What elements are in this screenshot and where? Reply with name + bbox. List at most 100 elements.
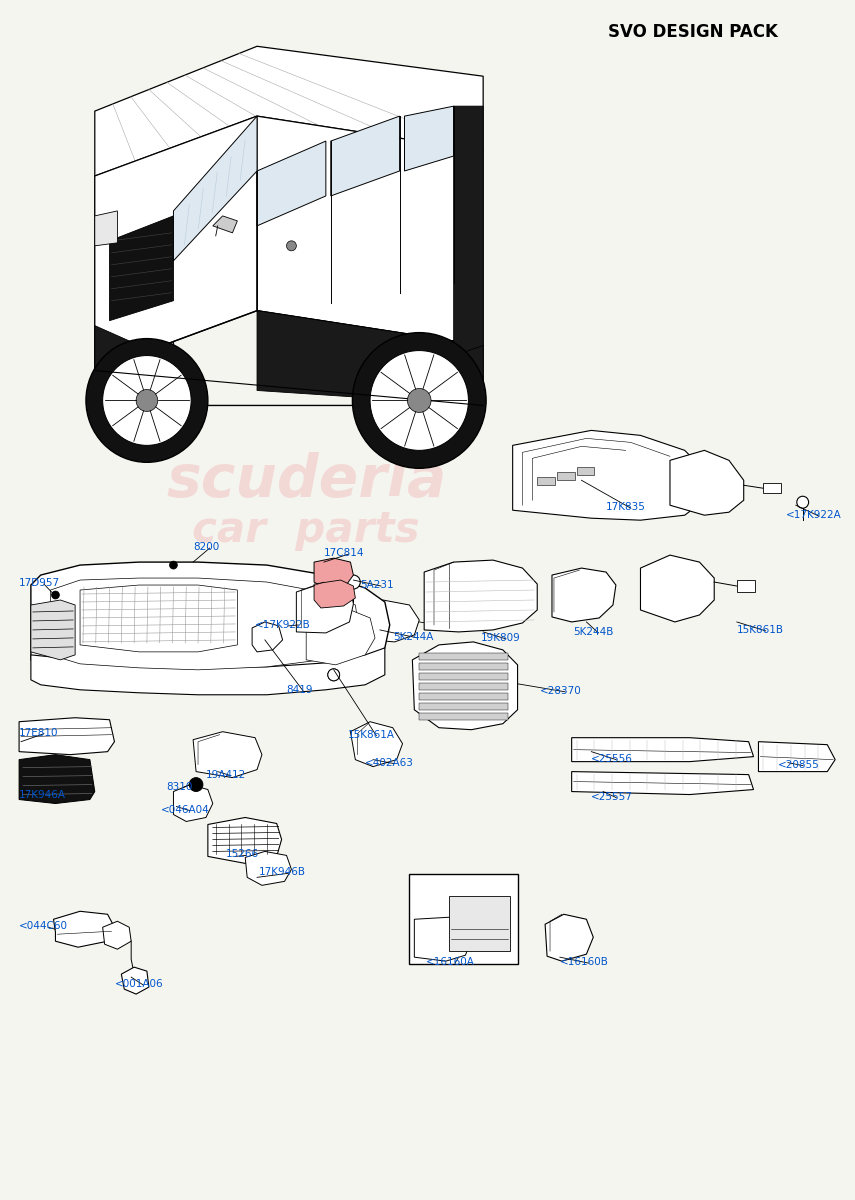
Bar: [410, 875, 517, 964]
Polygon shape: [314, 558, 353, 590]
Bar: [419, 662, 508, 670]
Bar: [737, 580, 754, 592]
Polygon shape: [213, 216, 238, 233]
Text: 5A231: 5A231: [360, 580, 394, 590]
Polygon shape: [306, 608, 375, 665]
Polygon shape: [257, 311, 483, 406]
Circle shape: [286, 241, 297, 251]
Text: 15K861A: 15K861A: [347, 730, 394, 739]
Bar: [419, 683, 508, 690]
Bar: [576, 467, 594, 475]
Polygon shape: [572, 772, 753, 794]
Polygon shape: [95, 47, 483, 176]
Bar: [419, 692, 508, 700]
Circle shape: [169, 562, 177, 569]
Polygon shape: [572, 738, 753, 762]
Polygon shape: [120, 341, 174, 380]
Polygon shape: [193, 732, 262, 778]
Circle shape: [327, 668, 339, 680]
Polygon shape: [80, 586, 238, 652]
Bar: [439, 620, 452, 630]
Bar: [419, 713, 508, 720]
Bar: [764, 484, 781, 493]
Polygon shape: [454, 106, 483, 355]
Text: SVO DESIGN PACK: SVO DESIGN PACK: [608, 23, 778, 41]
Circle shape: [797, 497, 809, 509]
Polygon shape: [360, 600, 419, 642]
Text: <402A63: <402A63: [365, 757, 414, 768]
Polygon shape: [121, 967, 149, 994]
Polygon shape: [404, 106, 454, 170]
Polygon shape: [50, 578, 358, 670]
Text: 5K244B: 5K244B: [574, 626, 614, 637]
Polygon shape: [314, 580, 356, 608]
Bar: [419, 653, 508, 660]
Text: <17K922A: <17K922A: [786, 510, 841, 520]
Text: <20855: <20855: [778, 760, 820, 769]
Bar: [557, 473, 575, 480]
Polygon shape: [95, 325, 174, 406]
Bar: [419, 673, 508, 680]
Text: 17E810: 17E810: [19, 727, 59, 738]
Polygon shape: [257, 116, 483, 346]
Text: 19A412: 19A412: [206, 769, 246, 780]
Polygon shape: [31, 600, 75, 660]
Bar: [419, 703, 508, 709]
Polygon shape: [95, 116, 257, 371]
Text: <25556: <25556: [592, 754, 634, 763]
Polygon shape: [245, 852, 292, 886]
Polygon shape: [208, 817, 281, 863]
Text: 15266: 15266: [226, 850, 259, 859]
Text: 8200: 8200: [193, 542, 220, 552]
Text: 5K244A: 5K244A: [392, 632, 433, 642]
Polygon shape: [545, 914, 593, 961]
Text: <001A06: <001A06: [115, 979, 163, 989]
Polygon shape: [412, 642, 517, 730]
Circle shape: [189, 778, 203, 792]
Circle shape: [51, 592, 59, 599]
Circle shape: [327, 668, 339, 680]
Polygon shape: [385, 355, 454, 385]
Text: 17C814: 17C814: [324, 548, 364, 558]
Circle shape: [408, 389, 431, 413]
Circle shape: [86, 338, 208, 462]
Text: <17K922B: <17K922B: [255, 620, 311, 630]
Polygon shape: [351, 721, 403, 767]
Text: 17K946B: 17K946B: [259, 868, 306, 877]
Text: <046A04: <046A04: [161, 804, 209, 815]
Polygon shape: [95, 176, 174, 406]
Text: <25557: <25557: [592, 792, 634, 802]
Text: scuderia: scuderia: [166, 451, 446, 509]
Polygon shape: [424, 560, 537, 632]
Polygon shape: [331, 116, 399, 196]
Polygon shape: [252, 622, 283, 652]
Text: 8419: 8419: [286, 685, 313, 695]
Polygon shape: [109, 216, 174, 320]
Circle shape: [136, 390, 157, 412]
Text: <28370: <28370: [540, 685, 582, 696]
Circle shape: [370, 350, 469, 450]
Text: <16160A: <16160A: [426, 958, 475, 967]
Text: car  parts: car parts: [192, 509, 420, 551]
Polygon shape: [257, 142, 326, 226]
Polygon shape: [415, 917, 471, 961]
Polygon shape: [552, 568, 616, 622]
Text: 17D957: 17D957: [19, 578, 60, 588]
Polygon shape: [95, 211, 117, 246]
Bar: [449, 896, 510, 952]
Text: 8310: 8310: [167, 781, 193, 792]
Polygon shape: [54, 911, 115, 947]
Polygon shape: [174, 785, 213, 822]
Text: <16160B: <16160B: [560, 958, 609, 967]
Text: 17K835: 17K835: [606, 503, 646, 512]
Circle shape: [103, 355, 192, 445]
Text: 15K861B: 15K861B: [737, 625, 784, 635]
Text: 17K946A: 17K946A: [19, 790, 66, 799]
Polygon shape: [670, 450, 744, 515]
Text: 19K809: 19K809: [481, 632, 521, 643]
Polygon shape: [19, 718, 115, 755]
Polygon shape: [513, 431, 705, 520]
Polygon shape: [640, 556, 714, 622]
Polygon shape: [31, 562, 390, 680]
Text: <044C60: <044C60: [19, 922, 68, 931]
